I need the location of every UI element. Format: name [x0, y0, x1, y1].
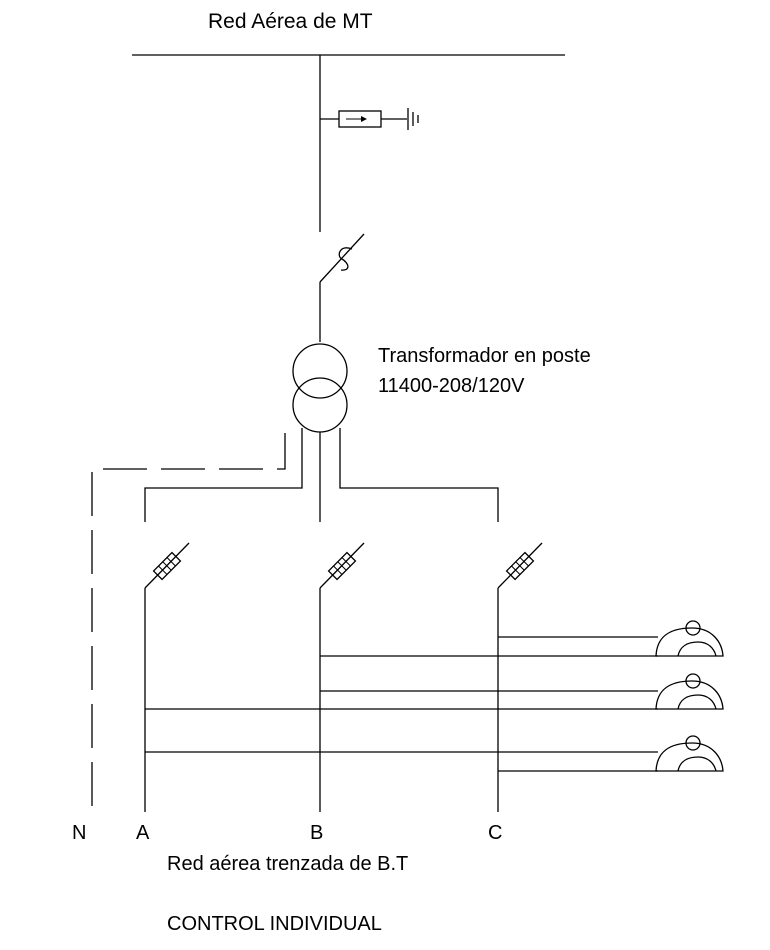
meter-symbol	[655, 673, 724, 710]
transformer-rating-label: 11400-208/120V	[378, 375, 525, 397]
ground-symbol	[407, 108, 419, 130]
transformer-symbol	[292, 343, 348, 433]
phase-n-label: N	[72, 822, 87, 844]
phase-c-label: C	[488, 822, 503, 844]
fuse-phase-b	[319, 542, 365, 589]
transformer-name-label: Transformador en poste	[378, 345, 591, 367]
meter-symbol	[655, 735, 724, 772]
mt-network-label: Red Aérea de MT	[208, 10, 373, 33]
phase-a-label: A	[136, 822, 150, 844]
control-type-label: CONTROL INDIVIDUAL	[167, 913, 382, 935]
lead-phase-a	[144, 428, 303, 522]
surge-arrester	[320, 110, 407, 128]
meter-symbol	[655, 620, 724, 657]
fuse-phase-a	[144, 542, 190, 589]
bt-network-label: Red aérea trenzada de B.T	[167, 853, 409, 875]
fuse-phase-c	[497, 542, 543, 589]
lead-phase-c	[339, 428, 499, 522]
mt-fuse-cutout	[319, 233, 365, 342]
phase-b-label: B	[310, 822, 324, 844]
neutral-dashed-line	[91, 433, 286, 812]
